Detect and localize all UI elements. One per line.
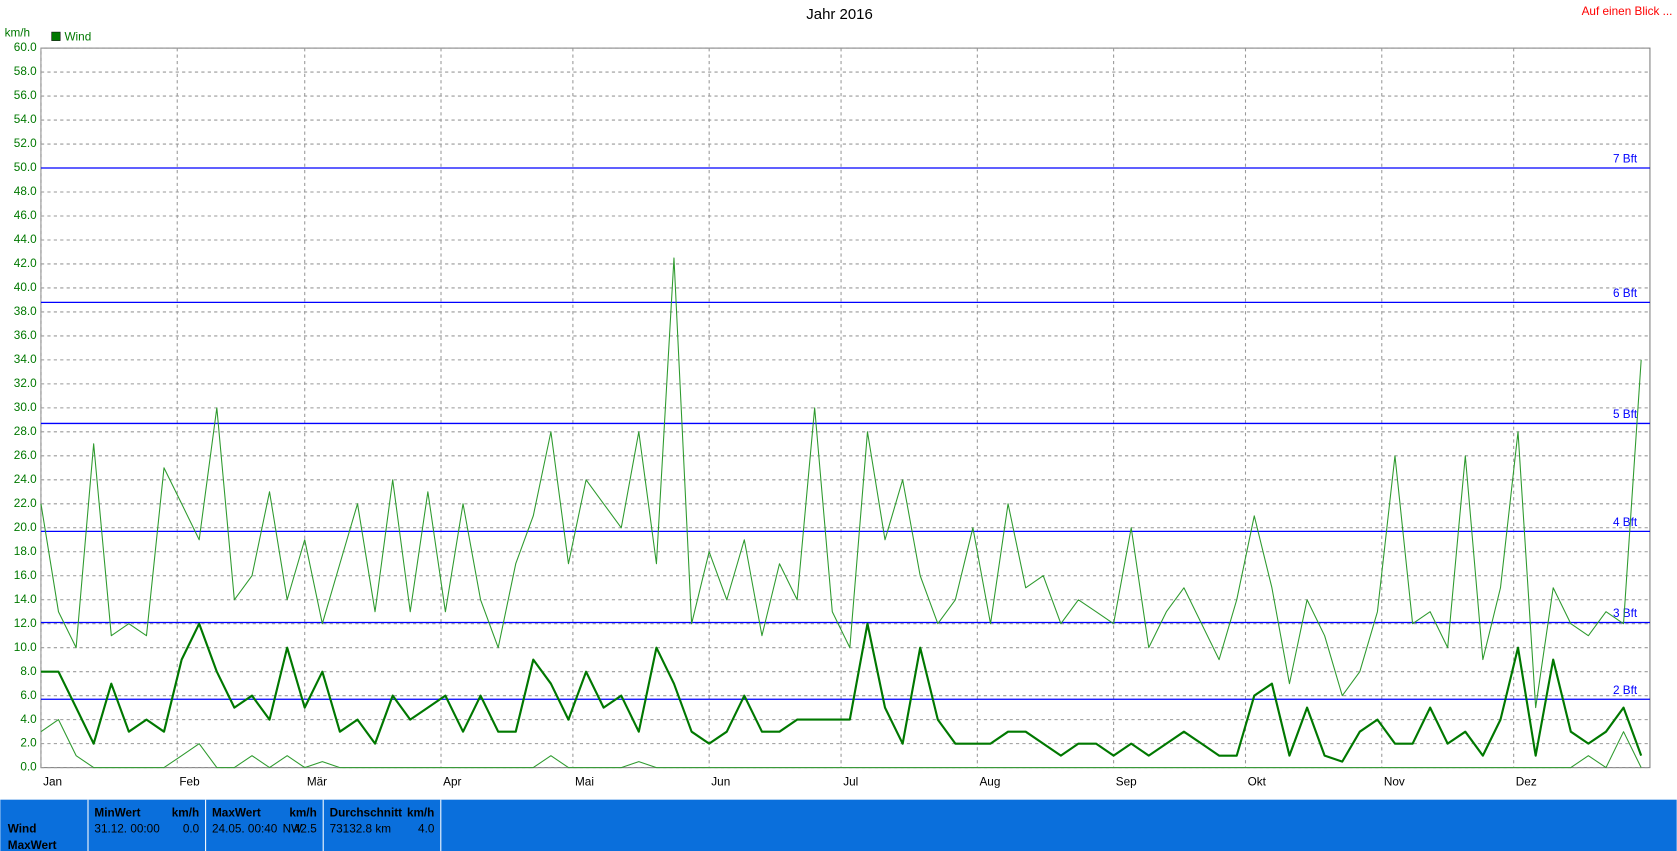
- y-tick-label: 50.0: [14, 161, 37, 174]
- column-header: MinWert: [94, 807, 140, 820]
- x-tick-label: Mai: [575, 776, 594, 789]
- x-tick-label: Feb: [179, 776, 200, 789]
- y-tick-label: 28.0: [14, 425, 37, 438]
- cell-value: 0.0: [183, 823, 200, 836]
- y-tick-label: 58.0: [14, 65, 37, 78]
- row-label: Wind: [8, 823, 37, 836]
- x-tick-label: Sep: [1116, 776, 1137, 789]
- cell-direction: NW: [283, 823, 303, 836]
- y-tick-label: 48.0: [14, 185, 37, 198]
- y-tick-label: 18.0: [14, 545, 37, 558]
- reference-label: 4 Bft: [1613, 516, 1638, 529]
- chart-title: Jahr 2016: [806, 6, 873, 23]
- x-tick-label: Okt: [1248, 776, 1267, 789]
- y-tick-label: 54.0: [14, 113, 37, 126]
- y-tick-label: 14.0: [14, 593, 37, 606]
- x-tick-label: Jan: [43, 776, 62, 789]
- x-tick-label: Jul: [843, 776, 858, 789]
- x-tick-label: Jun: [711, 776, 730, 789]
- cell-date: 31.12. 00:00: [94, 823, 160, 836]
- reference-label: 3 Bft: [1613, 607, 1638, 620]
- y-tick-label: 26.0: [14, 449, 37, 462]
- legend-label: Wind: [64, 31, 91, 44]
- column-header: MaxWert: [212, 807, 261, 820]
- legend-swatch: [51, 31, 61, 41]
- y-tick-label: 56.0: [14, 89, 37, 102]
- series-line: [40, 719, 1642, 769]
- x-tick-label: Nov: [1384, 776, 1405, 789]
- y-tick-label: 52.0: [14, 137, 37, 150]
- column-unit: km/h: [407, 807, 434, 820]
- y-tick-label: 30.0: [14, 401, 37, 414]
- y-tick-label: 60.0: [14, 41, 37, 54]
- y-tick-label: 12.0: [14, 617, 37, 630]
- y-tick-label: 4.0: [20, 713, 37, 726]
- y-axis-label: km/h: [5, 26, 30, 39]
- y-tick-label: 36.0: [14, 329, 37, 342]
- y-tick-label: 24.0: [14, 473, 37, 486]
- x-tick-label: Dez: [1516, 776, 1537, 789]
- reference-label: 5 Bft: [1613, 408, 1638, 421]
- y-tick-label: 10.0: [14, 641, 37, 654]
- y-tick-label: 40.0: [14, 281, 37, 294]
- reference-label: 7 Bft: [1613, 153, 1638, 166]
- y-tick-label: 44.0: [14, 233, 37, 246]
- y-tick-label: 0.0: [20, 761, 37, 774]
- cell-date: 24.05. 00:40: [212, 823, 278, 836]
- row-label: MaxWert: [8, 839, 57, 851]
- y-tick-label: 20.0: [14, 521, 37, 534]
- y-tick-label: 2.0: [20, 737, 37, 750]
- column-unit: km/h: [289, 807, 316, 820]
- link[interactable]: Auf einen Blick ...: [1582, 5, 1673, 18]
- series-line: [40, 257, 1642, 709]
- y-tick-label: 42.0: [14, 257, 37, 270]
- y-tick-label: 32.0: [14, 377, 37, 390]
- cell-date: 73132.8 km: [330, 823, 392, 836]
- y-tick-label: 16.0: [14, 569, 37, 582]
- cell-value: 4.0: [418, 823, 435, 836]
- y-tick-label: 22.0: [14, 497, 37, 510]
- y-tick-label: 6.0: [20, 689, 37, 702]
- y-tick-label: 34.0: [14, 353, 37, 366]
- x-tick-label: Aug: [979, 776, 1000, 789]
- y-tick-label: 38.0: [14, 305, 37, 318]
- reference-label: 2 Bft: [1613, 684, 1638, 697]
- cell-value: 42.5: [294, 823, 317, 836]
- y-tick-label: 8.0: [20, 665, 37, 678]
- series-line: [40, 622, 1643, 763]
- reference-label: 6 Bft: [1613, 287, 1638, 300]
- y-tick-label: 46.0: [14, 209, 37, 222]
- column-unit: km/h: [172, 807, 199, 820]
- stats-table: Wind MaxWert MinWert km/h 31.12. 00:00 0.0 Max…: [8, 799, 442, 851]
- column-header: Durchschnitt: [330, 807, 403, 820]
- x-tick-label: Mär: [307, 776, 327, 789]
- stats-panel: [0, 799, 1677, 851]
- x-tick-label: Apr: [443, 776, 461, 789]
